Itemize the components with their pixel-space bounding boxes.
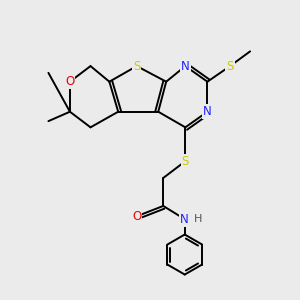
Text: H: H	[194, 214, 202, 224]
Text: N: N	[181, 60, 190, 73]
Text: N: N	[203, 105, 212, 118]
Text: O: O	[132, 210, 141, 223]
Text: N: N	[180, 213, 189, 226]
Text: S: S	[133, 60, 140, 73]
Text: S: S	[182, 155, 189, 168]
Text: S: S	[226, 60, 234, 73]
Text: O: O	[65, 75, 74, 88]
